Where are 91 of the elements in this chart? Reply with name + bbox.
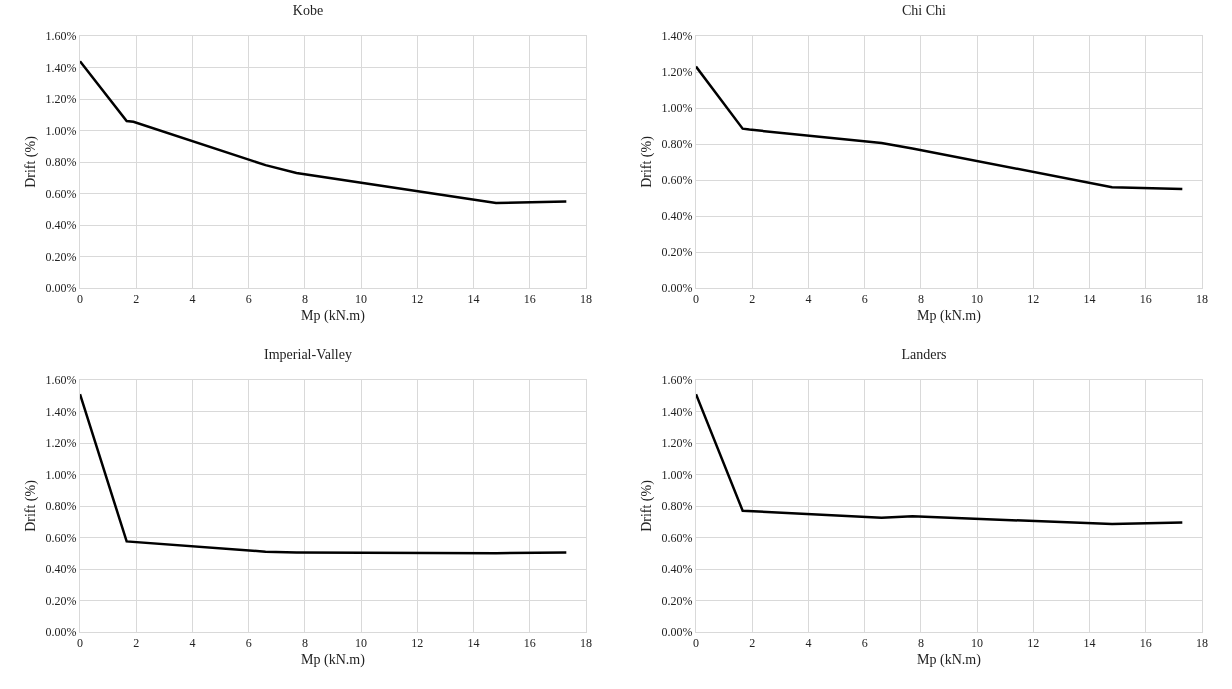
x-tick-label: 2 xyxy=(133,292,140,307)
chart-title: Chi Chi xyxy=(902,2,947,18)
x-axis-title: Mp (kN.m) xyxy=(917,307,982,324)
x-tick-label: 0 xyxy=(77,636,83,651)
y-tick-label: 0.80% xyxy=(45,499,77,514)
x-tick-label: 2 xyxy=(749,636,756,651)
chart-title: Kobe xyxy=(292,2,324,18)
y-tick-label: 0.20% xyxy=(45,593,77,608)
x-tick-label: 10 xyxy=(971,636,984,651)
y-tick-label: 1.40% xyxy=(45,404,77,419)
x-tick-label: 8 xyxy=(917,636,924,651)
y-tick-label: 0.00% xyxy=(661,625,693,640)
x-tick-label: 16 xyxy=(1139,292,1152,307)
y-tick-label: 0.80% xyxy=(45,155,77,170)
x-tick-label: 10 xyxy=(355,636,368,651)
x-tick-label: 14 xyxy=(1083,292,1096,307)
y-tick-label: 1.00% xyxy=(661,467,693,482)
line-series xyxy=(80,392,568,555)
x-tick-label: 18 xyxy=(580,636,592,651)
y-tick-label: 1.60% xyxy=(45,373,77,388)
y-tick-label: 0.00% xyxy=(45,625,77,640)
line-series xyxy=(696,392,1184,526)
x-tick-label: 14 xyxy=(467,292,480,307)
x-tick-label: 0 xyxy=(77,292,83,307)
y-tick-label: 0.80% xyxy=(661,499,693,514)
y-tick-label: 0.40% xyxy=(45,562,77,577)
y-tick-label: 1.40% xyxy=(661,29,693,44)
x-tick-label: 12 xyxy=(411,292,424,307)
y-tick-label: 0.20% xyxy=(661,593,693,608)
x-tick-label: 12 xyxy=(1027,636,1040,651)
y-tick-label: 1.00% xyxy=(661,101,693,116)
y-tick-label: 1.20% xyxy=(661,65,693,80)
x-tick-label: 16 xyxy=(1139,636,1152,651)
y-tick-label: 1.40% xyxy=(661,404,693,419)
x-tick-label: 10 xyxy=(355,292,368,307)
x-tick-label: 18 xyxy=(580,292,592,307)
x-axis-title: Mp (kN.m) xyxy=(917,651,982,668)
x-axis-title: Mp (kN.m) xyxy=(301,307,366,324)
chart-title: Imperial-Valley xyxy=(264,346,352,362)
x-axis-title: Mp (kN.m) xyxy=(301,651,366,668)
y-tick-label: 1.00% xyxy=(45,467,77,482)
y-tick-label: 1.20% xyxy=(45,92,77,107)
y-tick-label: 0.60% xyxy=(45,186,77,201)
y-tick-label: 1.60% xyxy=(661,373,693,388)
y-tick-label: 1.00% xyxy=(45,123,77,138)
x-tick-label: 10 xyxy=(971,292,984,307)
x-tick-label: 14 xyxy=(467,636,480,651)
x-tick-label: 4 xyxy=(189,292,196,307)
x-tick-label: 16 xyxy=(523,292,536,307)
y-tick-label: 0.60% xyxy=(661,173,693,188)
x-tick-label: 18 xyxy=(1196,292,1208,307)
line-series xyxy=(80,59,568,205)
y-tick-label: 0.60% xyxy=(661,530,693,545)
y-axis-title: Drift (%) xyxy=(639,135,656,188)
y-tick-label: 0.80% xyxy=(661,137,693,152)
x-tick-label: 4 xyxy=(189,636,196,651)
y-tick-label: 0.20% xyxy=(661,245,693,260)
x-tick-label: 2 xyxy=(749,292,756,307)
y-tick-label: 0.40% xyxy=(661,562,693,577)
y-tick-label: 1.40% xyxy=(45,60,77,75)
x-tick-label: 16 xyxy=(523,636,536,651)
x-tick-label: 2 xyxy=(133,636,140,651)
y-tick-label: 0.00% xyxy=(45,281,77,296)
line-series xyxy=(696,65,1184,191)
y-tick-label: 1.60% xyxy=(45,29,77,44)
x-tick-label: 8 xyxy=(917,292,924,307)
x-tick-label: 8 xyxy=(301,636,308,651)
y-axis-title: Drift (%) xyxy=(23,479,40,532)
y-tick-label: 1.20% xyxy=(661,436,693,451)
x-tick-label: 12 xyxy=(411,636,424,651)
x-tick-label: 4 xyxy=(805,292,812,307)
x-tick-label: 0 xyxy=(693,292,699,307)
chart-title: Landers xyxy=(901,346,947,362)
y-tick-label: 0.00% xyxy=(661,281,693,296)
x-tick-label: 6 xyxy=(245,292,252,307)
x-tick-label: 8 xyxy=(301,292,308,307)
y-tick-label: 0.40% xyxy=(45,218,77,233)
y-tick-label: 0.40% xyxy=(661,209,693,224)
y-tick-label: 1.20% xyxy=(45,436,77,451)
y-tick-label: 0.20% xyxy=(45,249,77,264)
x-tick-label: 14 xyxy=(1083,636,1096,651)
x-tick-label: 6 xyxy=(861,292,868,307)
x-tick-label: 6 xyxy=(245,636,252,651)
x-tick-label: 0 xyxy=(693,636,699,651)
y-axis-title: Drift (%) xyxy=(23,135,40,188)
y-tick-label: 0.60% xyxy=(45,530,77,545)
y-axis-title: Drift (%) xyxy=(639,479,656,532)
x-tick-label: 18 xyxy=(1196,636,1208,651)
x-tick-label: 6 xyxy=(861,636,868,651)
x-tick-label: 12 xyxy=(1027,292,1040,307)
x-tick-label: 4 xyxy=(805,636,812,651)
